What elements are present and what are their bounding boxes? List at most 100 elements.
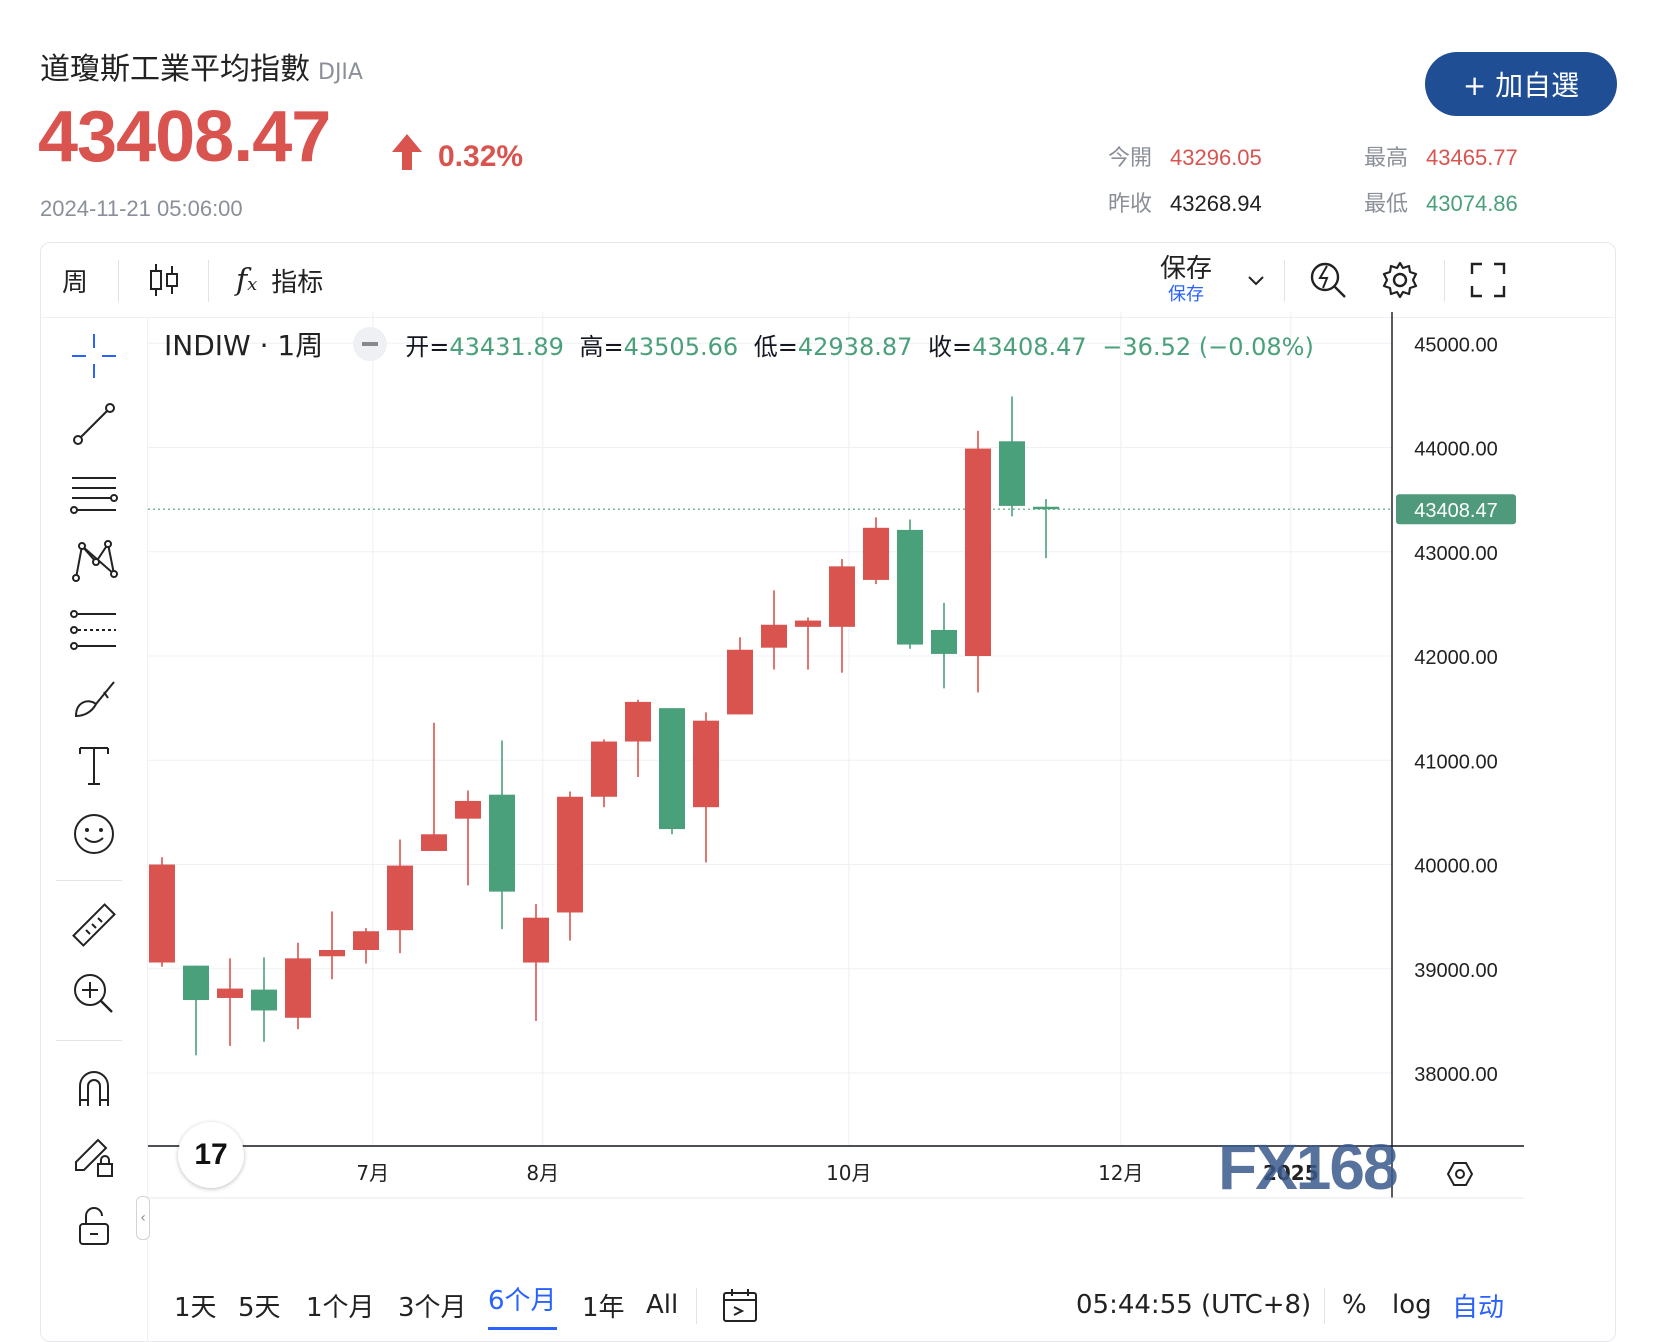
indicators-button[interactable]: fx 指标 <box>236 242 323 318</box>
range-1d[interactable]: 1天 <box>174 1292 217 1323</box>
magnet-icon[interactable] <box>68 1062 120 1114</box>
candle-body <box>625 701 651 742</box>
last-price-label: 43408.47 <box>1414 500 1497 522</box>
candle-body <box>795 620 821 627</box>
quote-timestamp: 2024-11-21 05:06:00 <box>40 196 243 221</box>
y-tick-label: 40000.00 <box>1414 856 1497 878</box>
stat-open-value: 43296.05 <box>1170 145 1262 170</box>
y-tick-label: 39000.00 <box>1414 960 1497 982</box>
legend-change: −36.52 (−0.08%) <box>1102 332 1314 361</box>
tradingview-logo[interactable]: 17 <box>178 1122 244 1188</box>
crosshair-icon[interactable] <box>68 330 120 382</box>
candle-body <box>591 741 617 797</box>
range-3m[interactable]: 3个月 <box>398 1292 467 1323</box>
emoji-icon[interactable] <box>68 808 120 860</box>
brush-icon[interactable] <box>68 672 120 724</box>
drawing-toolbar <box>40 318 148 1342</box>
fib-lines-icon[interactable] <box>68 468 120 520</box>
x-tick-label: 7月 <box>356 1161 389 1185</box>
y-tick-label: 44000.00 <box>1414 439 1497 461</box>
stat-high-value: 43465.77 <box>1426 145 1518 170</box>
last-price-badge <box>1396 494 1516 525</box>
candle-body <box>285 958 311 1018</box>
legend-collapse-button[interactable] <box>353 327 388 361</box>
stat-prev-close-value: 43268.94 <box>1170 191 1262 216</box>
legend-high: 43505.66 <box>623 332 739 361</box>
auto-scale-toggle[interactable]: 自动 <box>1452 1292 1505 1323</box>
candle-body <box>897 529 923 645</box>
indicators-label: 指标 <box>271 267 324 298</box>
candle-type-button[interactable] <box>148 242 180 318</box>
candle-body <box>829 566 855 627</box>
candle-body <box>761 624 787 648</box>
gear-icon <box>1382 261 1418 299</box>
candle-body <box>455 800 481 819</box>
y-tick-label: 38000.00 <box>1414 1064 1497 1086</box>
axis-settings-icon[interactable] <box>1446 1162 1474 1186</box>
percent-scale-toggle[interactable]: % <box>1342 1290 1367 1320</box>
candle-body <box>557 796 583 913</box>
log-scale-toggle[interactable]: log <box>1392 1290 1432 1320</box>
x-tick-label: 8月 <box>526 1161 559 1185</box>
candle-body <box>421 834 447 851</box>
interval-selector[interactable]: 周 <box>62 267 89 298</box>
lock-drawing-icon[interactable] <box>68 1130 120 1182</box>
legend-symbol: INDIW · 1周 <box>164 329 324 362</box>
save-dropdown[interactable] <box>1246 242 1266 318</box>
trend-line-icon[interactable] <box>68 398 120 450</box>
settings-button[interactable] <box>1380 242 1420 318</box>
arrow-up-icon <box>392 134 422 170</box>
candle-body <box>931 629 957 654</box>
range-1m[interactable]: 1个月 <box>306 1292 375 1323</box>
quick-search-button[interactable] <box>1308 242 1348 318</box>
legend-close: 43408.47 <box>972 332 1087 361</box>
candle-body <box>523 917 549 963</box>
lightning-search-icon <box>1310 262 1346 298</box>
fullscreen-button[interactable] <box>1470 242 1506 318</box>
goto-date-button[interactable] <box>720 1270 760 1340</box>
candle-body <box>999 441 1025 506</box>
save-label: 保存 <box>1159 254 1212 284</box>
text-tool-icon[interactable] <box>68 740 120 792</box>
chevron-down-icon <box>1248 276 1264 286</box>
chart-widget <box>40 242 1616 1342</box>
fx168-watermark: FX168 <box>1218 1131 1399 1203</box>
legend-low: 42938.87 <box>797 332 913 361</box>
candlestick-icon <box>150 264 178 296</box>
y-tick-label: 45000.00 <box>1414 334 1497 356</box>
pattern-icon[interactable] <box>68 536 120 588</box>
x-tick-label: 10月 <box>826 1161 871 1185</box>
collapse-toolbar-button[interactable]: ‹ <box>136 1196 150 1240</box>
range-5d[interactable]: 5天 <box>238 1292 281 1323</box>
candle-body <box>217 988 243 998</box>
zoom-in-icon[interactable] <box>68 968 120 1020</box>
clock-timezone[interactable]: 05:44:55 (UTC+8) <box>1076 1290 1312 1320</box>
stat-low: 最低 43074.86 <box>1364 191 1518 217</box>
add-watchlist-button[interactable]: + 加自選 <box>1425 52 1617 116</box>
candle-body <box>183 965 209 1001</box>
candle-body <box>965 448 991 657</box>
y-tick-label: 41000.00 <box>1414 751 1497 773</box>
legend-open: 43431.89 <box>449 332 564 361</box>
calendar-icon <box>723 1289 757 1322</box>
y-tick-label: 43000.00 <box>1414 543 1497 565</box>
fullscreen-icon <box>1470 262 1506 298</box>
x-tick-label: 12月 <box>1098 1161 1143 1185</box>
candle-body <box>863 527 889 580</box>
candle-body <box>251 989 277 1011</box>
range-1y[interactable]: 1年 <box>582 1292 625 1323</box>
candle-body <box>1033 506 1059 510</box>
unlock-icon[interactable] <box>68 1200 120 1252</box>
function-icon: fx <box>236 262 258 298</box>
range-all[interactable]: All <box>646 1290 679 1320</box>
save-layout-button[interactable]: 保存 保存 <box>1148 242 1224 318</box>
forecast-icon[interactable] <box>68 604 120 656</box>
index-name: 道瓊斯工業平均指數 <box>40 52 310 87</box>
range-6m[interactable]: 6个月 <box>488 1270 557 1330</box>
change-percent: 0.32% <box>438 140 524 173</box>
ruler-icon[interactable] <box>68 900 120 952</box>
x-tick-label: 2025 <box>1263 1161 1319 1185</box>
range-bar: 1天 5天 1个月 3个月 6个月 1年 All 05:44:55 (UTC+8… <box>150 1270 1616 1340</box>
index-symbol: DJIA <box>318 60 363 85</box>
